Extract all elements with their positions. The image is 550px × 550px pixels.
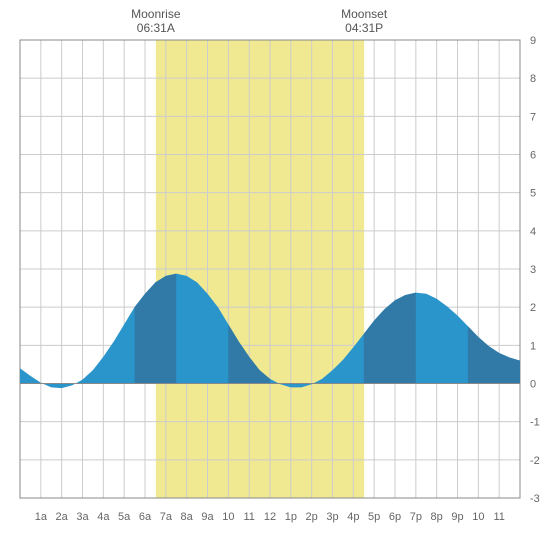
x-tick-label: 11 [493,511,504,523]
y-tick-label: 4 [530,226,536,238]
x-tick-label: 11 [243,511,254,523]
x-tick-label: 5p [368,511,380,523]
x-tick-label: 4p [347,511,359,523]
x-tick-label: 7a [160,511,173,523]
x-tick-label: 6p [389,511,401,523]
x-tick-label: 2p [306,511,318,523]
x-tick-label: 10 [222,511,234,523]
y-tick-label: 6 [530,150,536,162]
x-tick-label: 9p [451,511,463,523]
y-tick-label: 3 [530,264,536,276]
x-tick-label: 3p [326,511,338,523]
x-tick-label: 5a [118,511,131,523]
y-tick-label: 0 [530,379,536,391]
y-tick-label: 7 [530,111,536,123]
y-tick-label: 5 [530,188,536,200]
x-tick-label: 7p [410,511,422,523]
y-tick-label: 2 [530,302,536,314]
y-tick-label: -1 [530,417,540,429]
x-tick-label: 8p [431,511,443,523]
chart-svg: 1a2a3a4a5a6a7a8a9a1011121p2p3p4p5p6p7p8p… [0,0,550,550]
x-tick-label: 12 [264,511,276,523]
moonset-time: 04:31P [345,21,383,35]
y-tick-label: -3 [530,493,540,505]
y-tick-label: 9 [530,35,536,47]
moonrise-time: 06:31A [137,21,175,35]
y-tick-label: -2 [530,455,540,467]
x-tick-label: 10 [472,511,484,523]
x-tick-label: 3a [76,511,89,523]
y-tick-label: 1 [530,340,536,352]
x-tick-label: 8a [181,511,194,523]
x-tick-label: 6a [139,511,152,523]
moonrise-label: Moonrise [131,7,181,21]
x-tick-label: 9a [201,511,214,523]
tide-chart: 1a2a3a4a5a6a7a8a9a1011121p2p3p4p5p6p7p8p… [0,0,550,550]
x-tick-label: 2a [56,511,69,523]
x-tick-label: 1a [35,511,48,523]
x-tick-label: 1p [285,511,297,523]
y-tick-label: 8 [530,73,536,85]
x-tick-label: 4a [97,511,110,523]
moonset-label: Moonset [341,7,388,21]
